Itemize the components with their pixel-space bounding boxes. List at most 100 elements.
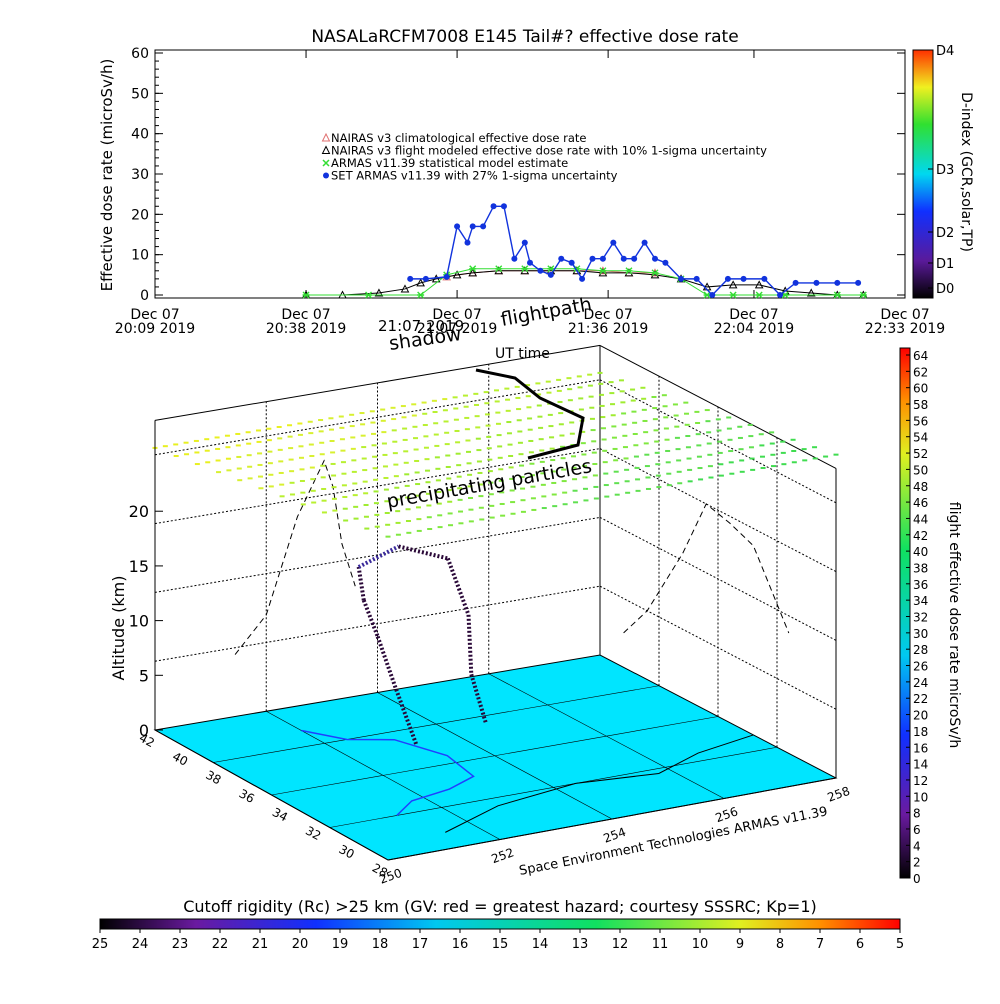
- series-3-point: [631, 255, 638, 262]
- dose-colorbar-tick-label: 30: [913, 627, 928, 641]
- precip-particle: [444, 443, 450, 446]
- precip-particle: [434, 444, 440, 447]
- precip-particle: [257, 452, 263, 455]
- precip-particle: [452, 396, 458, 399]
- precip-particle: [726, 416, 732, 419]
- precip-particle: [255, 429, 261, 432]
- precip-particle: [535, 382, 541, 385]
- precip-particle: [623, 457, 629, 460]
- dose-colorbar-tick-label: 32: [913, 611, 928, 625]
- dose-colorbar-tick-label: 62: [913, 365, 928, 379]
- dose-colorbar-tick-label: 44: [913, 512, 928, 526]
- series-3-point: [855, 279, 862, 286]
- precip-particle: [278, 471, 284, 474]
- series-3-point: [490, 203, 497, 210]
- d-index-colorbar: [912, 49, 934, 299]
- precip-particle: [287, 424, 293, 427]
- series-3-point: [709, 292, 716, 298]
- d-index-colorbar-label: D-index (GCR,solar,TP): [958, 92, 974, 252]
- precip-particle: [582, 476, 588, 479]
- floor-gridline: [213, 685, 660, 763]
- precip-particle: [750, 468, 756, 471]
- precip-particle: [433, 422, 439, 425]
- precip-particle: [463, 405, 469, 408]
- precip-particle: [431, 399, 437, 402]
- precip-particle: [404, 484, 410, 487]
- precip-particle: [395, 533, 401, 536]
- precip-particle: [559, 434, 565, 437]
- longitude-tick-label: 254: [601, 825, 627, 846]
- dose-colorbar-tick-label: 42: [913, 529, 928, 543]
- altitude-tick-label: 15: [129, 557, 149, 576]
- precip-particle: [363, 492, 369, 495]
- 3d-box-front-edges: [154, 420, 837, 861]
- precip-particle: [434, 456, 440, 459]
- precip-particle: [383, 488, 389, 491]
- chart-title: NASALaRCFM7008 E145 Tail#? effective dos…: [311, 27, 738, 47]
- precip-particle: [235, 444, 241, 447]
- precip-particle: [611, 436, 617, 439]
- precip-particle: [453, 407, 459, 410]
- precip-particle: [384, 511, 390, 514]
- precip-particle: [675, 448, 681, 451]
- precip-particle: [298, 445, 304, 448]
- series-3-point: [500, 203, 507, 210]
- precip-particle: [435, 479, 441, 482]
- precip-particle: [603, 472, 609, 475]
- precip-particle: [739, 459, 745, 462]
- series-3-point: [480, 223, 487, 230]
- precip-particle: [496, 434, 502, 437]
- precip-particle: [624, 480, 630, 483]
- precip-particle: [473, 392, 479, 395]
- precip-particle: [184, 453, 190, 456]
- series-3-point: [813, 279, 820, 286]
- precip-particle: [225, 457, 231, 460]
- precip-particle: [421, 401, 427, 404]
- rigidity-tick-label: 11: [652, 937, 669, 952]
- precip-particle: [339, 438, 345, 441]
- precip-particle: [643, 431, 649, 434]
- shadow-track-back-wall: [234, 459, 356, 655]
- precip-particle: [361, 457, 367, 460]
- precip-particle: [321, 487, 327, 490]
- precip-particle: [780, 440, 786, 443]
- precip-particle: [416, 529, 422, 532]
- series-3-point: [407, 275, 414, 282]
- precip-particle: [635, 478, 641, 481]
- series-2-point: [302, 291, 310, 299]
- precip-particle: [495, 422, 501, 425]
- precip-particle: [592, 474, 598, 477]
- precip-particle: [520, 487, 526, 490]
- precip-particle: [353, 517, 359, 520]
- precip-particle: [612, 447, 618, 450]
- precip-particle: [288, 458, 294, 461]
- precip-particle: [318, 430, 324, 433]
- precip-particle: [279, 495, 285, 498]
- precip-particle: [478, 495, 484, 498]
- precip-particle: [415, 483, 421, 486]
- precip-particle: [602, 461, 608, 464]
- series-3-point: [761, 275, 768, 282]
- series-3-point: [521, 239, 528, 246]
- precip-particle: [644, 465, 650, 468]
- precip-particle: [673, 414, 679, 417]
- precip-particle: [686, 457, 692, 460]
- precip-particle: [541, 507, 547, 510]
- precip-particle: [267, 462, 273, 465]
- precip-particle: [652, 407, 658, 410]
- precip-particle: [445, 454, 451, 457]
- precip-particle: [289, 481, 295, 484]
- rigidity-tick-label: 6: [856, 937, 864, 952]
- precip-particle: [457, 487, 463, 490]
- precip-particle: [173, 454, 179, 457]
- dose-colorbar-tick-label: 14: [913, 758, 928, 772]
- altitude-axis: 0 5 10 15 20: [129, 502, 163, 740]
- top-y-tick-label: 40: [131, 127, 149, 143]
- precip-particle: [698, 478, 704, 481]
- precip-particle: [247, 465, 253, 468]
- precip-particle: [395, 521, 401, 524]
- precip-particle: [442, 398, 448, 401]
- series-2-point: [495, 265, 503, 273]
- precip-particle: [748, 435, 754, 438]
